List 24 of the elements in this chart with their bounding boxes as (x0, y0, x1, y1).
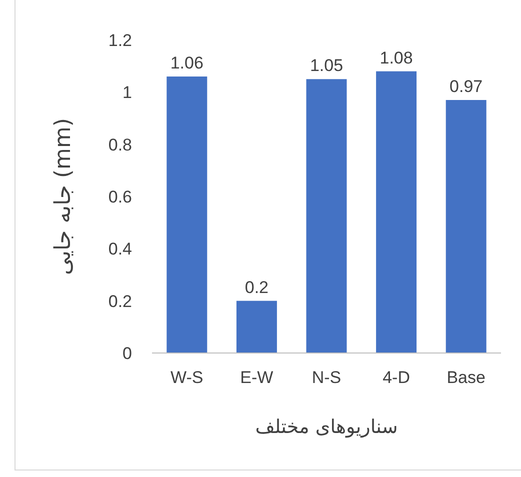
data-label: 1.05 (310, 56, 344, 76)
x-tick-label: W-S (170, 368, 204, 387)
y-tick-label: 0.8 (108, 135, 132, 154)
y-tick-label: 1.2 (108, 30, 132, 50)
bar (306, 79, 347, 353)
bar (376, 71, 417, 353)
y-tick-label: 0.6 (108, 187, 132, 206)
bar (446, 100, 486, 353)
y-tick-label: 0.2 (108, 292, 132, 311)
x-axis-title: سناریوهای مختلف (255, 416, 398, 438)
data-label: 0.97 (450, 76, 483, 96)
x-tick-label: N-S (312, 368, 342, 387)
y-tick-label: 0 (122, 344, 132, 363)
bar (166, 76, 208, 353)
x-tick-label: Base (446, 368, 486, 387)
bar (236, 300, 277, 353)
data-label: 0.2 (244, 278, 269, 297)
data-label: 1.08 (380, 48, 413, 68)
y-axis-title: جابه جایی (mm) (51, 118, 76, 276)
x-tick-label: E-W (240, 368, 274, 387)
y-tick-label: 1 (122, 83, 132, 102)
data-label: 1.06 (170, 54, 204, 73)
y-tick-label: 0.4 (108, 240, 132, 259)
x-tick-label: 4-D (382, 368, 410, 387)
